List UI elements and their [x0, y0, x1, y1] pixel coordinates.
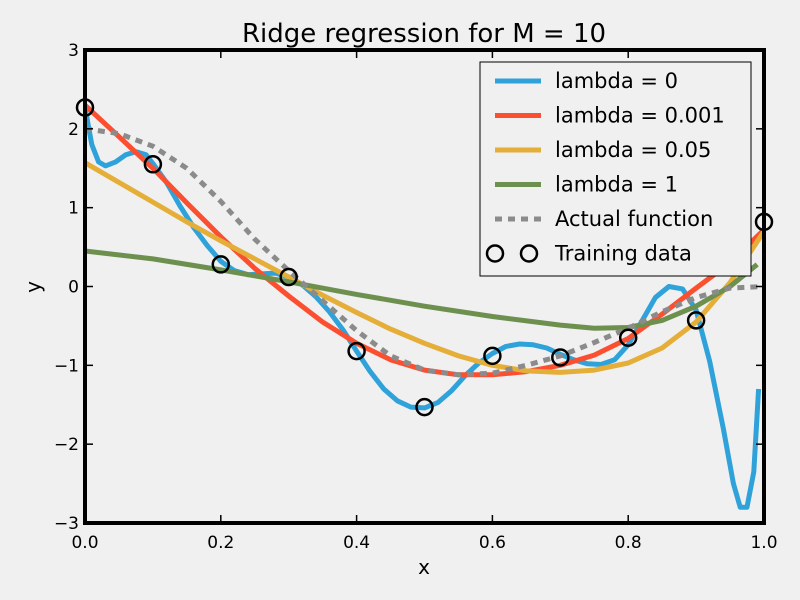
- legend: lambda = 0 lambda = 0.001 lambda = 0.05 lam…: [479, 61, 752, 277]
- x-tick-label: 1.0: [750, 533, 777, 553]
- training-points-group: [75, 98, 774, 417]
- x-tick-label: 0.2: [207, 533, 234, 553]
- y-axis-label: y: [21, 281, 45, 293]
- training-point: [211, 255, 231, 274]
- chart-title: Ridge regression for M = 10: [242, 19, 606, 49]
- legend-box: [479, 61, 752, 277]
- training-point: [618, 328, 638, 347]
- x-tick-label: 0.4: [343, 533, 370, 553]
- legend-label: lambda = 0.001: [555, 104, 725, 128]
- legend-marker: [485, 244, 505, 263]
- training-point: [143, 155, 163, 174]
- legend-label: lambda = 0: [555, 69, 678, 93]
- x-tick-label: 0.6: [479, 533, 506, 553]
- y-tick-label: 2: [68, 120, 79, 140]
- x-tick-label: 0.8: [615, 533, 642, 553]
- x-axis-label: x: [418, 555, 430, 579]
- legend-label: Training data: [554, 242, 692, 266]
- legend-label: Actual function: [555, 207, 713, 231]
- series-group: [85, 103, 764, 510]
- training-point: [279, 267, 298, 287]
- y-ticks: 3 2 1 0 −1 −2 −3: [54, 41, 764, 534]
- y-tick-label: −2: [54, 435, 79, 455]
- series-line-3: [85, 248, 759, 331]
- y-tick-label: −3: [54, 514, 79, 534]
- training-point: [415, 397, 434, 417]
- y-tick-label: 1: [68, 199, 79, 219]
- y-tick-label: 0: [68, 278, 79, 298]
- x-ticks: 0.0 0.2 0.4 0.6 0.8 1.0: [71, 50, 778, 553]
- series-line-2: [85, 160, 764, 375]
- y-tick-label: −1: [54, 356, 79, 376]
- y-tick-label: 3: [68, 41, 79, 61]
- legend-label: lambda = 1: [555, 173, 678, 197]
- training-point: [686, 311, 706, 330]
- legend-label: lambda = 0.05: [555, 138, 711, 162]
- training-point: [551, 348, 570, 367]
- training-point: [483, 346, 502, 366]
- training-point: [347, 341, 366, 361]
- legend-marker: [519, 244, 539, 263]
- x-tick-label: 0.0: [71, 533, 98, 553]
